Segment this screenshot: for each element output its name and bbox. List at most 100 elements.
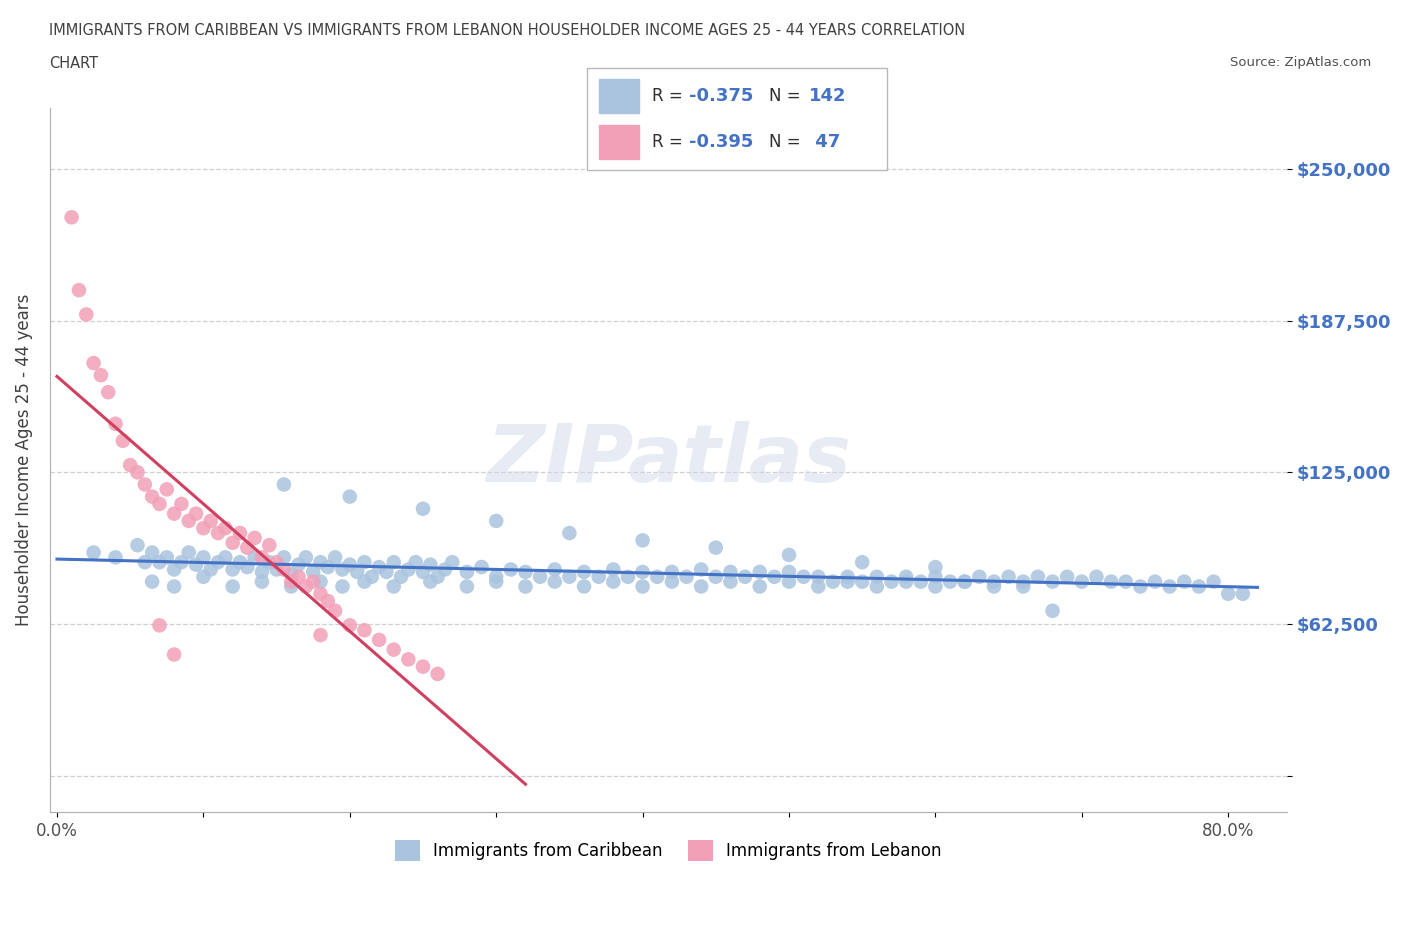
Point	[924, 569, 946, 584]
Point	[1232, 586, 1254, 601]
Point	[353, 574, 375, 589]
Point	[250, 574, 273, 589]
Point	[572, 565, 595, 579]
Point	[280, 579, 302, 594]
Point	[177, 513, 200, 528]
Point	[309, 555, 332, 570]
Point	[170, 555, 193, 570]
Point	[631, 533, 654, 548]
Point	[572, 579, 595, 594]
Point	[720, 565, 742, 579]
Bar	[599, 79, 640, 113]
Point	[396, 652, 419, 667]
Point	[720, 574, 742, 589]
Text: R =: R =	[651, 87, 688, 105]
Point	[280, 567, 302, 582]
Text: -0.395: -0.395	[689, 133, 754, 151]
Point	[704, 569, 727, 584]
Point	[953, 574, 976, 589]
Point	[229, 525, 252, 540]
Point	[778, 548, 800, 563]
Point	[1085, 569, 1108, 584]
Point	[1115, 574, 1137, 589]
Point	[214, 550, 236, 565]
Point	[148, 497, 170, 512]
Point	[360, 569, 382, 584]
Point	[163, 579, 186, 594]
Point	[426, 667, 449, 682]
Point	[156, 482, 179, 497]
Point	[894, 574, 917, 589]
Bar	[599, 125, 640, 159]
Point	[1143, 574, 1166, 589]
Point	[353, 623, 375, 638]
Point	[485, 574, 508, 589]
FancyBboxPatch shape	[586, 68, 887, 170]
Point	[793, 569, 815, 584]
Point	[250, 550, 273, 565]
Point	[807, 579, 830, 594]
Point	[1012, 579, 1035, 594]
Point	[221, 536, 243, 551]
Point	[456, 565, 478, 579]
Point	[983, 574, 1005, 589]
Point	[602, 562, 624, 577]
Point	[690, 579, 713, 594]
Point	[67, 283, 90, 298]
Point	[1012, 574, 1035, 589]
Point	[412, 565, 434, 579]
Point	[302, 574, 325, 589]
Point	[266, 562, 288, 577]
Point	[273, 550, 295, 565]
Point	[309, 628, 332, 643]
Point	[661, 565, 683, 579]
Point	[588, 569, 610, 584]
Text: 47: 47	[810, 133, 841, 151]
Point	[193, 569, 215, 584]
Point	[910, 574, 932, 589]
Point	[419, 574, 441, 589]
Point	[1129, 579, 1152, 594]
Point	[368, 560, 391, 575]
Point	[221, 579, 243, 594]
Point	[851, 574, 873, 589]
Point	[83, 355, 105, 370]
Point	[983, 579, 1005, 594]
Point	[969, 569, 991, 584]
Point	[353, 555, 375, 570]
Point	[485, 569, 508, 584]
Point	[302, 565, 325, 579]
Point	[778, 565, 800, 579]
Point	[90, 367, 112, 382]
Point	[419, 557, 441, 572]
Point	[104, 417, 127, 432]
Point	[200, 562, 222, 577]
Point	[894, 569, 917, 584]
Point	[280, 574, 302, 589]
Point	[75, 307, 97, 322]
Point	[837, 574, 859, 589]
Point	[259, 538, 281, 552]
Point	[127, 465, 149, 480]
Point	[309, 586, 332, 601]
Point	[287, 569, 309, 584]
Point	[558, 569, 581, 584]
Point	[134, 555, 156, 570]
Text: 142: 142	[810, 87, 846, 105]
Point	[1042, 604, 1064, 618]
Point	[332, 579, 354, 594]
Point	[382, 579, 405, 594]
Point	[339, 489, 361, 504]
Point	[120, 458, 142, 472]
Point	[405, 555, 427, 570]
Point	[1159, 579, 1181, 594]
Point	[97, 385, 120, 400]
Point	[396, 562, 419, 577]
Point	[273, 477, 295, 492]
Point	[1202, 574, 1225, 589]
Point	[412, 659, 434, 674]
Point	[339, 618, 361, 632]
Point	[323, 604, 346, 618]
Point	[382, 643, 405, 658]
Point	[177, 545, 200, 560]
